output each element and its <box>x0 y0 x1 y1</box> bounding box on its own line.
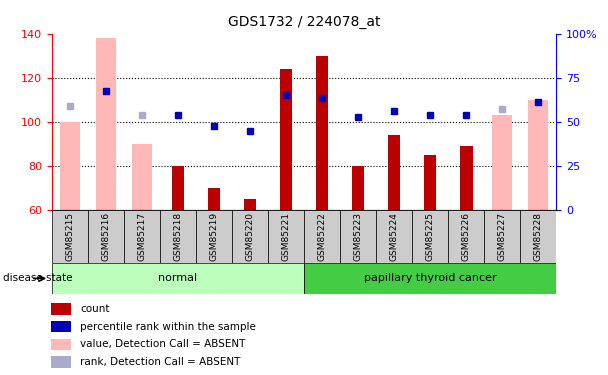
Text: rank, Detection Call = ABSENT: rank, Detection Call = ABSENT <box>80 357 240 367</box>
Bar <box>51 357 71 368</box>
Bar <box>528 100 548 210</box>
Bar <box>232 210 268 262</box>
Text: normal: normal <box>158 273 198 284</box>
Bar <box>52 262 304 294</box>
Text: GSM85220: GSM85220 <box>246 212 254 261</box>
Bar <box>244 199 256 210</box>
Text: percentile rank within the sample: percentile rank within the sample <box>80 322 256 332</box>
Bar <box>316 56 328 210</box>
Bar <box>124 210 160 262</box>
Bar <box>460 146 472 210</box>
Text: GSM85221: GSM85221 <box>282 212 291 261</box>
Bar <box>280 69 292 210</box>
Bar <box>484 210 520 262</box>
Bar <box>352 166 364 210</box>
Bar <box>51 321 71 332</box>
Text: count: count <box>80 304 109 314</box>
Bar <box>52 210 88 262</box>
Bar <box>376 210 412 262</box>
Bar <box>51 303 71 315</box>
Bar <box>160 210 196 262</box>
Bar <box>304 210 340 262</box>
Bar <box>171 166 184 210</box>
Text: GSM85224: GSM85224 <box>390 212 399 261</box>
Text: papillary thyroid cancer: papillary thyroid cancer <box>364 273 497 284</box>
Bar <box>448 210 484 262</box>
Bar <box>268 210 304 262</box>
Text: GSM85219: GSM85219 <box>209 211 218 261</box>
Bar <box>60 122 80 210</box>
Bar <box>96 38 116 210</box>
Bar <box>207 188 220 210</box>
Bar <box>388 135 401 210</box>
Bar <box>88 210 124 262</box>
Bar <box>304 262 556 294</box>
Bar <box>520 210 556 262</box>
Text: GSM85215: GSM85215 <box>65 211 74 261</box>
Bar <box>492 115 512 210</box>
Bar <box>196 210 232 262</box>
Text: value, Detection Call = ABSENT: value, Detection Call = ABSENT <box>80 339 245 350</box>
Text: GSM85228: GSM85228 <box>534 212 543 261</box>
Bar <box>424 155 437 210</box>
Bar <box>51 339 71 350</box>
Bar <box>412 210 448 262</box>
Bar <box>132 144 152 210</box>
Text: disease state: disease state <box>3 273 72 284</box>
Text: GSM85226: GSM85226 <box>461 212 471 261</box>
Text: GSM85227: GSM85227 <box>498 212 506 261</box>
Text: GSM85225: GSM85225 <box>426 212 435 261</box>
Text: GSM85223: GSM85223 <box>354 212 362 261</box>
Bar <box>340 210 376 262</box>
Text: GSM85217: GSM85217 <box>137 211 147 261</box>
Text: GDS1732 / 224078_at: GDS1732 / 224078_at <box>228 15 380 29</box>
Text: GSM85218: GSM85218 <box>173 211 182 261</box>
Text: GSM85222: GSM85222 <box>317 212 326 261</box>
Text: GSM85216: GSM85216 <box>102 211 110 261</box>
